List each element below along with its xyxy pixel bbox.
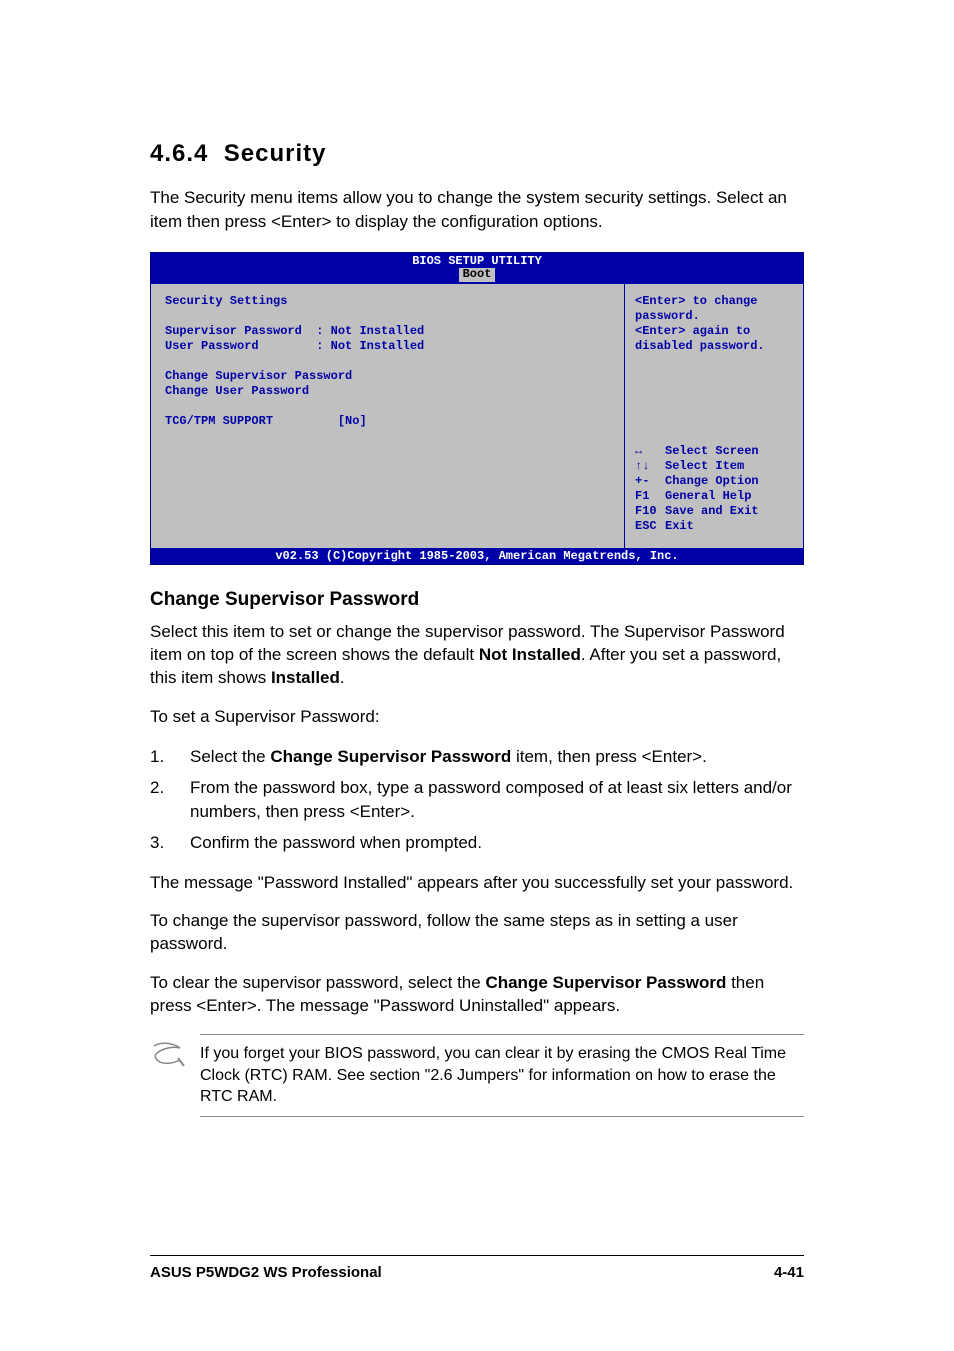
footer-left: ASUS P5WDG2 WS Professional xyxy=(150,1264,382,1281)
bios-footer: v02.53 (C)Copyright 1985-2003, American … xyxy=(151,548,803,564)
section-title-text: Security xyxy=(224,140,327,167)
intro-paragraph: The Security menu items allow you to cha… xyxy=(150,186,804,234)
bios-header: BIOS SETUP UTILITY Boot xyxy=(151,253,803,285)
list-item: 3. Confirm the password when prompted. xyxy=(150,831,804,856)
bios-nav-hints: ↔Select Screen ↑↓Select Item +-Change Op… xyxy=(635,444,793,534)
paragraph-2: To set a Supervisor Password: xyxy=(150,706,804,729)
bios-screenshot: BIOS SETUP UTILITY Boot Security Setting… xyxy=(150,252,804,566)
bios-header-title: BIOS SETUP UTILITY xyxy=(151,255,803,269)
paragraph-1: Select this item to set or change the su… xyxy=(150,621,804,690)
paragraph-3: The message "Password Installed" appears… xyxy=(150,872,804,895)
page-footer: ASUS P5WDG2 WS Professional 4-41 xyxy=(150,1255,804,1281)
subsection-heading: Change Supervisor Password xyxy=(150,589,804,611)
list-item: 1. Select the Change Supervisor Password… xyxy=(150,745,804,770)
paragraph-5: To clear the supervisor password, select… xyxy=(150,972,804,1018)
section-heading: 4.6.4 Security xyxy=(150,140,804,168)
section-number: 4.6.4 xyxy=(150,140,208,167)
steps-list: 1. Select the Change Supervisor Password… xyxy=(150,745,804,856)
paragraph-4: To change the supervisor password, follo… xyxy=(150,910,804,956)
bios-help-text: <Enter> to change password. <Enter> agai… xyxy=(635,294,793,354)
note-text: If you forget your BIOS password, you ca… xyxy=(200,1034,804,1117)
footer-right: 4-41 xyxy=(774,1264,804,1281)
bios-right-panel: <Enter> to change password. <Enter> agai… xyxy=(625,284,803,548)
note-icon xyxy=(150,1034,200,1073)
bios-tab-boot: Boot xyxy=(459,268,496,282)
note-block: If you forget your BIOS password, you ca… xyxy=(150,1034,804,1117)
bios-left-panel: Security Settings Supervisor Password : … xyxy=(151,284,625,548)
list-item: 2. From the password box, type a passwor… xyxy=(150,776,804,825)
